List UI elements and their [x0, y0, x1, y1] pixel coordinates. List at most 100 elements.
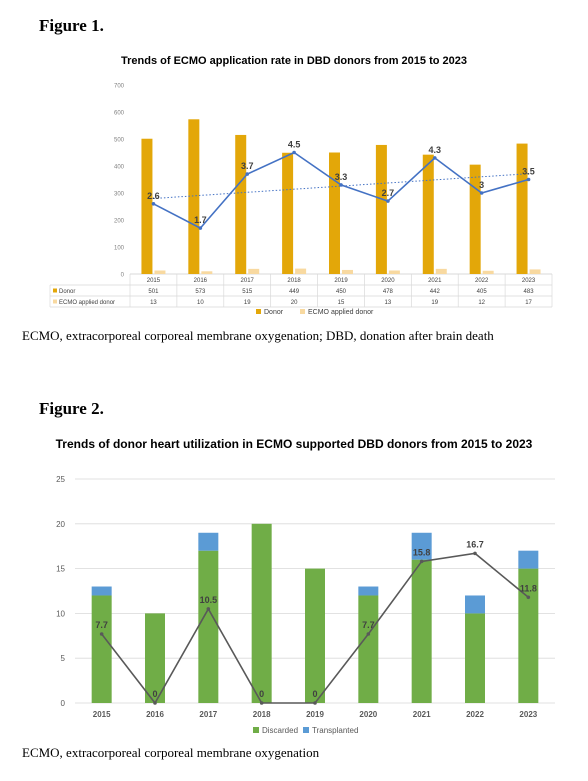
legend-swatch-ecmo — [300, 309, 305, 314]
legend-label: Transplanted — [312, 726, 358, 735]
chart-1-title: Trends of ECMO application rate in DBD d… — [121, 55, 467, 67]
table-cell: 17 — [525, 300, 532, 306]
x-tick-label: 2018 — [253, 710, 271, 719]
rate-point — [339, 183, 343, 187]
x-tick-label: 2015 — [147, 278, 161, 284]
donor-bar — [282, 152, 294, 274]
y-tick-label: 0 — [121, 273, 125, 279]
transplanted-bar — [91, 586, 112, 596]
utilization-point — [153, 701, 157, 705]
figure-1-label: Figure 1. — [39, 16, 104, 35]
table-cell: 19 — [431, 300, 438, 306]
utilization-point — [526, 595, 531, 600]
utilization-data-label: 16.7 — [466, 539, 484, 549]
y-tick-label: 600 — [114, 111, 125, 117]
table-cell: 573 — [195, 289, 206, 295]
utilization-point — [366, 632, 371, 636]
ecmo-applied-bar — [248, 268, 260, 274]
y-tick-label: 25 — [56, 475, 65, 484]
discarded-bar — [145, 613, 165, 703]
x-tick-label: 2020 — [359, 710, 377, 719]
x-tick-label: 2022 — [475, 278, 489, 284]
ecmo-applied-bar — [435, 268, 447, 274]
table-row-label: Donor — [59, 289, 75, 295]
x-tick-label: 2016 — [194, 278, 208, 284]
legend-swatch-transplanted — [303, 727, 309, 733]
ecmo-applied-bar — [295, 268, 307, 274]
rate-data-label: 1.7 — [194, 215, 207, 225]
utilization-data-label: 0 — [152, 689, 157, 699]
rate-data-label: 2.7 — [382, 188, 395, 198]
x-tick-label: 2017 — [199, 710, 217, 719]
transplanted-bar — [198, 532, 219, 551]
legend-ecmo-swatch — [53, 299, 57, 304]
rate-data-label: 2.6 — [147, 191, 160, 201]
discarded-bar — [358, 595, 379, 703]
y-tick-label: 400 — [114, 165, 125, 171]
rate-data-label: 4.3 — [429, 145, 442, 155]
donor-bar — [188, 119, 200, 274]
donor-bar — [141, 138, 153, 274]
rate-data-label: 3.5 — [522, 167, 535, 177]
utilization-point — [206, 607, 211, 611]
chart-1: 0 100 200 300 400 500 600 700 2.6 1.7 3.7 4.5 3.3 2.7… — [49, 84, 553, 316]
x-tick-label: 2019 — [306, 710, 324, 719]
chart-2: 0 5 10 15 20 25 2015 2016 2017 2018 2019 2020 2021 20… — [56, 475, 555, 735]
y-tick-label: 300 — [114, 192, 125, 198]
donor-bar — [235, 134, 247, 274]
table-cell: 483 — [524, 289, 535, 295]
utilization-point — [259, 701, 264, 705]
rate-point — [526, 177, 531, 182]
table-cell: 20 — [291, 300, 298, 306]
table-cell: 15 — [338, 300, 345, 306]
table-cell: 10 — [197, 300, 204, 306]
ecmo-applied-bar — [201, 271, 213, 274]
table-cell: 19 — [244, 300, 251, 306]
transplanted-bar — [358, 586, 379, 596]
table-cell: 501 — [148, 289, 159, 295]
y-tick-label: 10 — [56, 609, 65, 618]
legend-label: Donor — [264, 309, 284, 316]
table-cell: 13 — [150, 300, 157, 306]
ecmo-applied-bar — [529, 269, 541, 274]
ecmo-applied-bar — [388, 270, 400, 274]
rate-point — [151, 202, 156, 206]
utilization-point — [99, 632, 104, 636]
figure-2-caption: ECMO, extracorporeal corporeal membrane … — [22, 745, 320, 760]
table-cell: 12 — [478, 300, 485, 306]
x-tick-label: 2022 — [466, 710, 484, 719]
figure-2-label: Figure 2. — [39, 399, 104, 418]
x-tick-label: 2021 — [413, 710, 431, 719]
y-tick-label: 200 — [114, 219, 125, 225]
figure-1-caption: ECMO, extracorporeal corporeal membrane … — [22, 328, 494, 343]
y-tick-label: 0 — [61, 699, 66, 708]
x-tick-label: 2023 — [519, 710, 537, 719]
donor-bar — [375, 144, 387, 274]
y-tick-label: 20 — [56, 520, 65, 529]
discarded-bar — [465, 613, 485, 703]
discarded-bar — [198, 550, 219, 703]
transplanted-bar — [465, 595, 485, 614]
donor-bar — [329, 152, 340, 274]
rate-data-label: 4.5 — [288, 140, 301, 150]
donor-bar — [422, 154, 434, 274]
utilization-data-label: 0 — [312, 689, 317, 699]
utilization-point — [419, 559, 424, 564]
table-cell: 515 — [242, 289, 253, 295]
rate-point — [245, 172, 250, 176]
rate-point — [292, 150, 296, 155]
discarded-bar — [305, 568, 325, 703]
table-cell: 442 — [430, 289, 441, 295]
table-cell: 450 — [336, 289, 347, 295]
x-tick-label: 2018 — [287, 278, 301, 284]
x-tick-label: 2019 — [334, 278, 348, 284]
legend-donor-swatch — [53, 288, 57, 293]
rate-data-label: 3.7 — [241, 161, 254, 171]
donor-bar — [469, 164, 481, 274]
utilization-data-label: 7.7 — [95, 620, 108, 630]
x-tick-label: 2023 — [522, 278, 536, 284]
table-cell: 405 — [477, 289, 488, 295]
donor-bar — [516, 143, 528, 274]
legend-label: ECMO applied donor — [308, 309, 374, 316]
y-tick-label: 500 — [114, 138, 125, 144]
